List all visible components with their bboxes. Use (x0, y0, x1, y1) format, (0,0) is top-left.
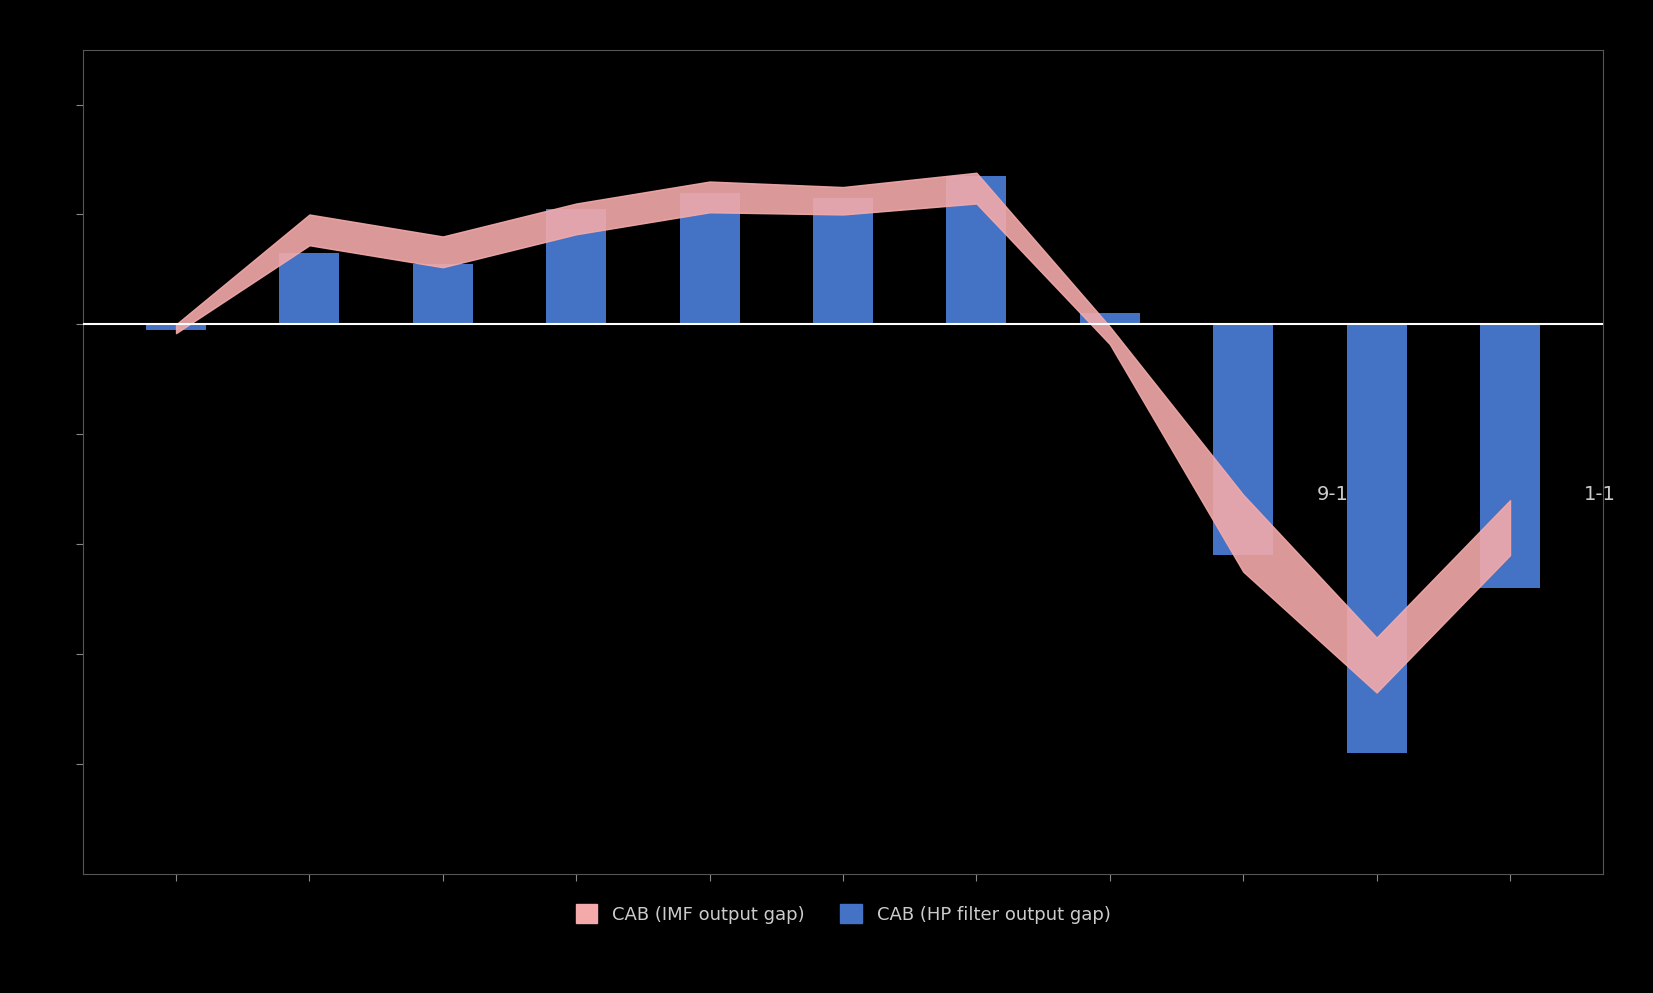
Bar (545, 209, 607, 325)
Bar (813, 198, 873, 325)
Text: 1-1: 1-1 (1584, 486, 1615, 504)
Bar (947, 176, 1007, 325)
Bar (145, 325, 207, 330)
Text: 9-1: 9-1 (1316, 486, 1349, 504)
Legend: CAB (IMF output gap), CAB (HP filter output gap): CAB (IMF output gap), CAB (HP filter out… (569, 897, 1117, 930)
Bar (679, 193, 739, 325)
Bar (279, 253, 339, 325)
Bar (413, 264, 473, 325)
Bar (1079, 314, 1141, 325)
Bar (1479, 325, 1541, 588)
Bar (1347, 325, 1407, 753)
Bar (1213, 325, 1273, 555)
